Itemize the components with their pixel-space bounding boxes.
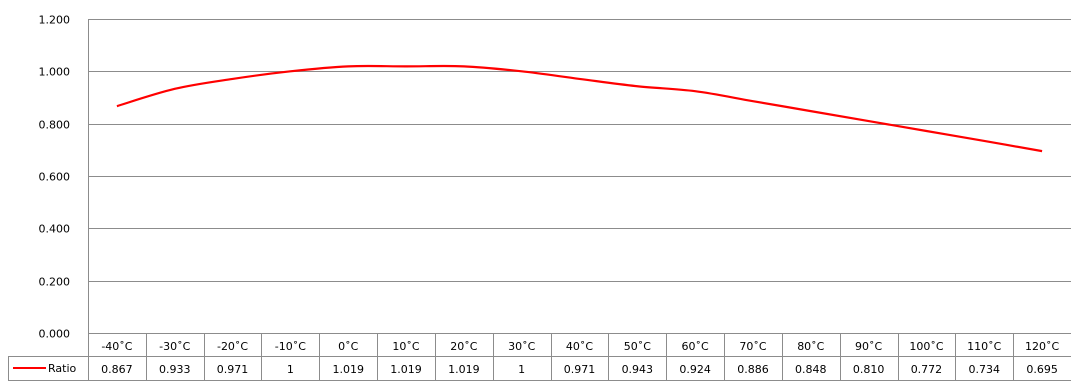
table-value-cell: 0.943 [622,363,654,376]
table-value-cell: 0.971 [564,363,596,376]
table-value-cell: 0.933 [159,363,191,376]
x-tick-label: -30˚C [159,340,190,353]
table-value-cell: 0.971 [217,363,249,376]
x-tick-label: 70˚C [739,340,766,353]
x-tick-label: 0˚C [338,340,358,353]
y-tick-label: 0.600 [39,171,71,184]
x-tick-label: 100˚C [909,340,943,353]
table-value-cell: 1 [518,363,525,376]
series-layer [116,64,1043,153]
table-value-cell: 0.772 [911,363,943,376]
table-value-cell: 0.886 [737,363,769,376]
x-tick-label: 110˚C [967,340,1001,353]
y-tick-label: 0.400 [39,223,71,236]
x-tick-label: 80˚C [797,340,824,353]
data-table: -40˚C -30˚C -20˚C -10˚C 0˚C 10˚C 20˚C 30˚C 40˚C 5… [8,19,1071,381]
series-line-ratio [116,64,1043,153]
table-value-cell: 0.867 [101,363,133,376]
y-tick-label: 1.000 [39,66,71,79]
table-value-cell: 0.924 [679,363,711,376]
table-value-cell: 1.019 [332,363,364,376]
y-tick-label: 1.200 [39,14,71,27]
x-tick-label: 40˚C [566,340,593,353]
y-tick-label: 0.200 [39,276,71,289]
table-value-cell: 0.734 [969,363,1001,376]
y-tick-label: 0.800 [39,119,71,132]
table-value-cell: 0.848 [795,363,827,376]
x-tick-label: 60˚C [682,340,709,353]
legend-series-label: Ratio [48,362,77,375]
table-value-cell: 0.810 [853,363,885,376]
table-value-cell: 0.695 [1026,363,1058,376]
x-tick-label: -10˚C [275,340,306,353]
x-tick-label: 120˚C [1025,340,1059,353]
x-tick-label: -20˚C [217,340,248,353]
y-axis-tick-labels: 0.000 0.200 0.400 0.600 0.800 1.000 1.200 [39,14,71,341]
table-value-cell: 1 [287,363,294,376]
x-tick-label: 50˚C [624,340,651,353]
x-tick-label: 90˚C [855,340,882,353]
x-tick-label: 10˚C [392,340,419,353]
x-tick-label: 20˚C [450,340,477,353]
table-value-cell: 1.019 [390,363,422,376]
x-tick-label: 30˚C [508,340,535,353]
gridlines [88,19,1071,334]
table-value-cell: 1.019 [448,363,480,376]
y-tick-label: 0.000 [39,328,71,341]
x-tick-label: -40˚C [101,340,132,353]
